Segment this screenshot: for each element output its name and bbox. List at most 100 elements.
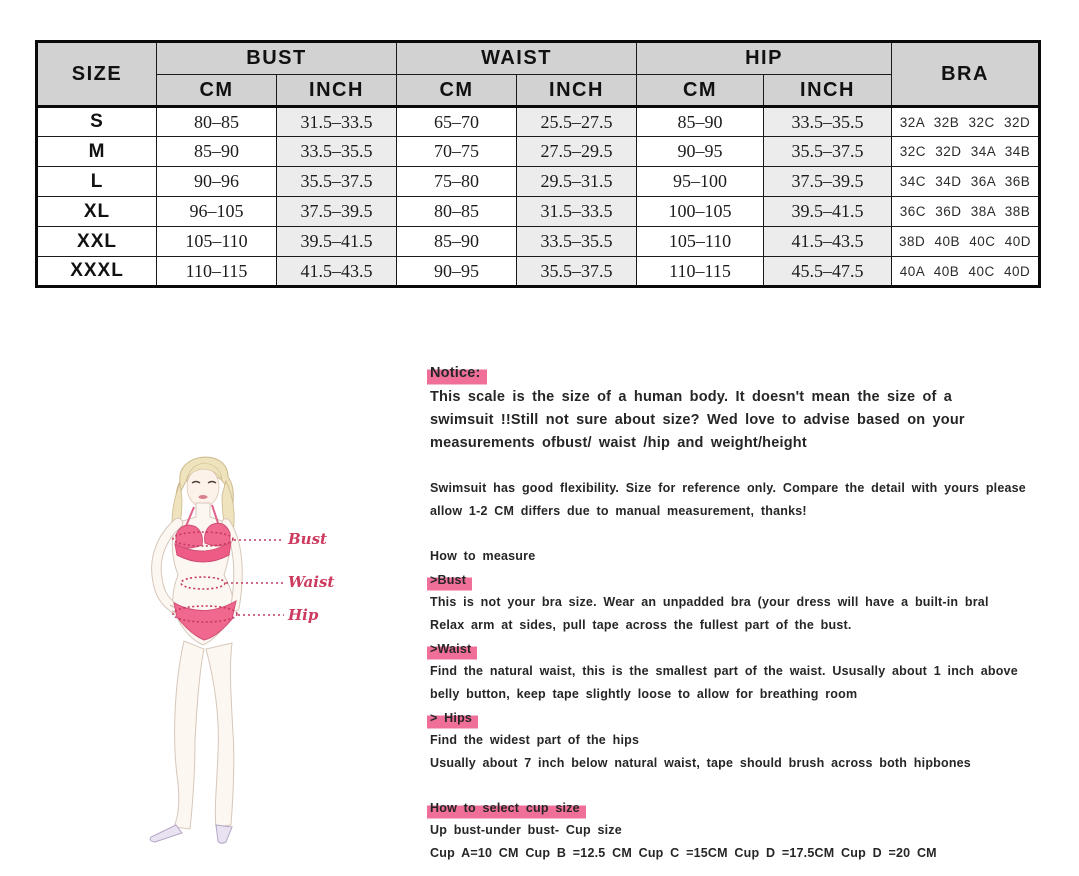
bikini-cup-right bbox=[204, 522, 231, 547]
cell-bust-inch: 41.5–43.5 bbox=[276, 256, 397, 287]
notice-heading: Notice: bbox=[427, 360, 487, 386]
bust-section-heading: >Bust bbox=[427, 569, 473, 592]
cell-bust-inch: 39.5–41.5 bbox=[276, 226, 397, 257]
measuring-guide: Notice: This scale is the size of a huma… bbox=[427, 360, 1055, 865]
woman-sketch-illustration: Bust Waist Hip bbox=[149, 456, 334, 844]
cell-bra: 40A 40B 40C 40D bbox=[891, 256, 1040, 287]
cell-waist-cm: 70–75 bbox=[396, 136, 517, 167]
cell-size: L bbox=[36, 166, 157, 197]
hair-fringe bbox=[185, 462, 223, 482]
bikini-band bbox=[174, 541, 232, 563]
cup-size-line: Cup A=10 CM Cup B =12.5 CM Cup C =15CM C… bbox=[430, 846, 937, 860]
cell-bust-cm: 110–115 bbox=[156, 256, 277, 287]
cell-bust-inch: 31.5–33.5 bbox=[276, 106, 397, 137]
cell-hip-cm: 110–115 bbox=[636, 256, 764, 287]
cell-bra: 38D 40B 40C 40D bbox=[891, 226, 1040, 257]
cell-bra: 36C 36D 38A 38B bbox=[891, 196, 1040, 227]
cell-size: XXXL bbox=[36, 256, 157, 287]
waist-label: Waist bbox=[288, 573, 334, 591]
cell-hip-inch: 45.5–47.5 bbox=[763, 256, 892, 287]
cell-size: M bbox=[36, 136, 157, 167]
flexibility-note-line: allow 1-2 CM differs due to manual measu… bbox=[430, 504, 807, 518]
cell-size: XL bbox=[36, 196, 157, 227]
lips bbox=[198, 495, 208, 499]
hip-measure-ellipse bbox=[172, 605, 238, 623]
col-header-hip: HIP bbox=[636, 41, 892, 75]
cell-waist-inch: 35.5–37.5 bbox=[516, 256, 637, 287]
cell-bust-inch: 33.5–35.5 bbox=[276, 136, 397, 167]
cell-hip-inch: 35.5–37.5 bbox=[763, 136, 892, 167]
table-row-xxl: XXL 105–110 39.5–41.5 85–90 33.5–35.5 10… bbox=[36, 226, 1040, 257]
cell-waist-cm: 90–95 bbox=[396, 256, 517, 287]
waist-measure-ellipse bbox=[180, 576, 226, 590]
cell-bust-inch: 37.5–39.5 bbox=[276, 196, 397, 227]
cell-size: S bbox=[36, 106, 157, 137]
left-arm bbox=[152, 518, 183, 616]
col-header-bust: BUST bbox=[156, 41, 397, 75]
right-arm bbox=[222, 519, 242, 611]
cell-bust-cm: 80–85 bbox=[156, 106, 277, 137]
notice-text-line: swimsuit !!Still not sure about size? We… bbox=[430, 412, 965, 428]
cell-bust-cm: 96–105 bbox=[156, 196, 277, 227]
hip-label: Hip bbox=[287, 606, 319, 624]
left-eye bbox=[191, 480, 201, 484]
col-header-bra: BRA bbox=[891, 41, 1040, 108]
cell-waist-inch: 25.5–27.5 bbox=[516, 106, 637, 137]
table-row-s: S 80–85 31.5–33.5 65–70 25.5–27.5 85–90 … bbox=[36, 106, 1040, 137]
bust-instruction-line: This is not your bra size. Wear an unpad… bbox=[430, 595, 989, 609]
subheader-hip-inch: INCH bbox=[763, 74, 892, 108]
cell-waist-cm: 75–80 bbox=[396, 166, 517, 197]
flexibility-note-line: Swimsuit has good flexibility. Size for … bbox=[430, 481, 1026, 495]
bikini-bottom bbox=[173, 600, 237, 641]
cell-hip-cm: 100–105 bbox=[636, 196, 764, 227]
cell-hip-inch: 41.5–43.5 bbox=[763, 226, 892, 257]
cell-waist-cm: 85–90 bbox=[396, 226, 517, 257]
col-header-size: SIZE bbox=[36, 41, 157, 108]
table-row-xxxl: XXXL 110–115 41.5–43.5 90–95 35.5–37.5 1… bbox=[36, 256, 1040, 287]
hips-section-heading: > Hips bbox=[427, 707, 479, 730]
cell-bust-inch: 35.5–37.5 bbox=[276, 166, 397, 197]
waist-section-heading: >Waist bbox=[427, 638, 478, 661]
cell-hip-inch: 33.5–35.5 bbox=[763, 106, 892, 137]
cell-waist-cm: 65–70 bbox=[396, 106, 517, 137]
measurement-figure: Bust Waist Hip bbox=[120, 443, 420, 861]
bust-label: Bust bbox=[287, 530, 327, 548]
waist-instruction-line: Find the natural waist, this is the smal… bbox=[430, 664, 1018, 678]
cell-bust-cm: 90–96 bbox=[156, 166, 277, 197]
right-eye bbox=[207, 480, 217, 484]
size-table-container: SIZE BUST WAIST HIP BRA CM INCH CM INCH … bbox=[35, 40, 1041, 288]
waist-instruction-line: belly button, keep tape slightly loose t… bbox=[430, 687, 858, 701]
table-row-xl: XL 96–105 37.5–39.5 80–85 31.5–33.5 100–… bbox=[36, 196, 1040, 227]
cell-hip-inch: 39.5–41.5 bbox=[763, 196, 892, 227]
cell-bra: 32A 32B 32C 32D bbox=[891, 106, 1040, 137]
cell-hip-cm: 105–110 bbox=[636, 226, 764, 257]
cell-bust-cm: 105–110 bbox=[156, 226, 277, 257]
cup-size-heading: How to select cup size bbox=[427, 797, 586, 820]
left-foot bbox=[149, 824, 183, 843]
cell-hip-cm: 95–100 bbox=[636, 166, 764, 197]
hips-instruction-line: Usually about 7 inch below natural waist… bbox=[430, 756, 971, 770]
cell-waist-inch: 27.5–29.5 bbox=[516, 136, 637, 167]
bust-instruction-line: Relax arm at sides, pull tape across the… bbox=[430, 618, 852, 632]
left-leg bbox=[173, 640, 205, 830]
cell-size: XXL bbox=[36, 226, 157, 257]
notice-text-line: This scale is the size of a human body. … bbox=[430, 389, 953, 405]
how-to-measure-heading: How to measure bbox=[430, 549, 536, 563]
bust-measure-ellipse bbox=[172, 531, 234, 547]
cup-size-line: Up bust-under bust- Cup size bbox=[430, 823, 622, 837]
notice-text-line: measurements ofbust/ waist /hip and weig… bbox=[430, 435, 807, 451]
right-foot bbox=[215, 824, 233, 844]
subheader-bust-inch: INCH bbox=[276, 74, 397, 108]
subheader-waist-inch: INCH bbox=[516, 74, 637, 108]
cell-waist-cm: 80–85 bbox=[396, 196, 517, 227]
subheader-waist-cm: CM bbox=[396, 74, 517, 108]
cell-hip-cm: 85–90 bbox=[636, 106, 764, 137]
cell-bra: 32C 32D 34A 34B bbox=[891, 136, 1040, 167]
right-leg bbox=[205, 642, 235, 828]
cell-hip-cm: 90–95 bbox=[636, 136, 764, 167]
col-header-waist: WAIST bbox=[396, 41, 637, 75]
table-row-l: L 90–96 35.5–37.5 75–80 29.5–31.5 95–100… bbox=[36, 166, 1040, 197]
cell-bra: 34C 34D 36A 36B bbox=[891, 166, 1040, 197]
cell-bust-cm: 85–90 bbox=[156, 136, 277, 167]
